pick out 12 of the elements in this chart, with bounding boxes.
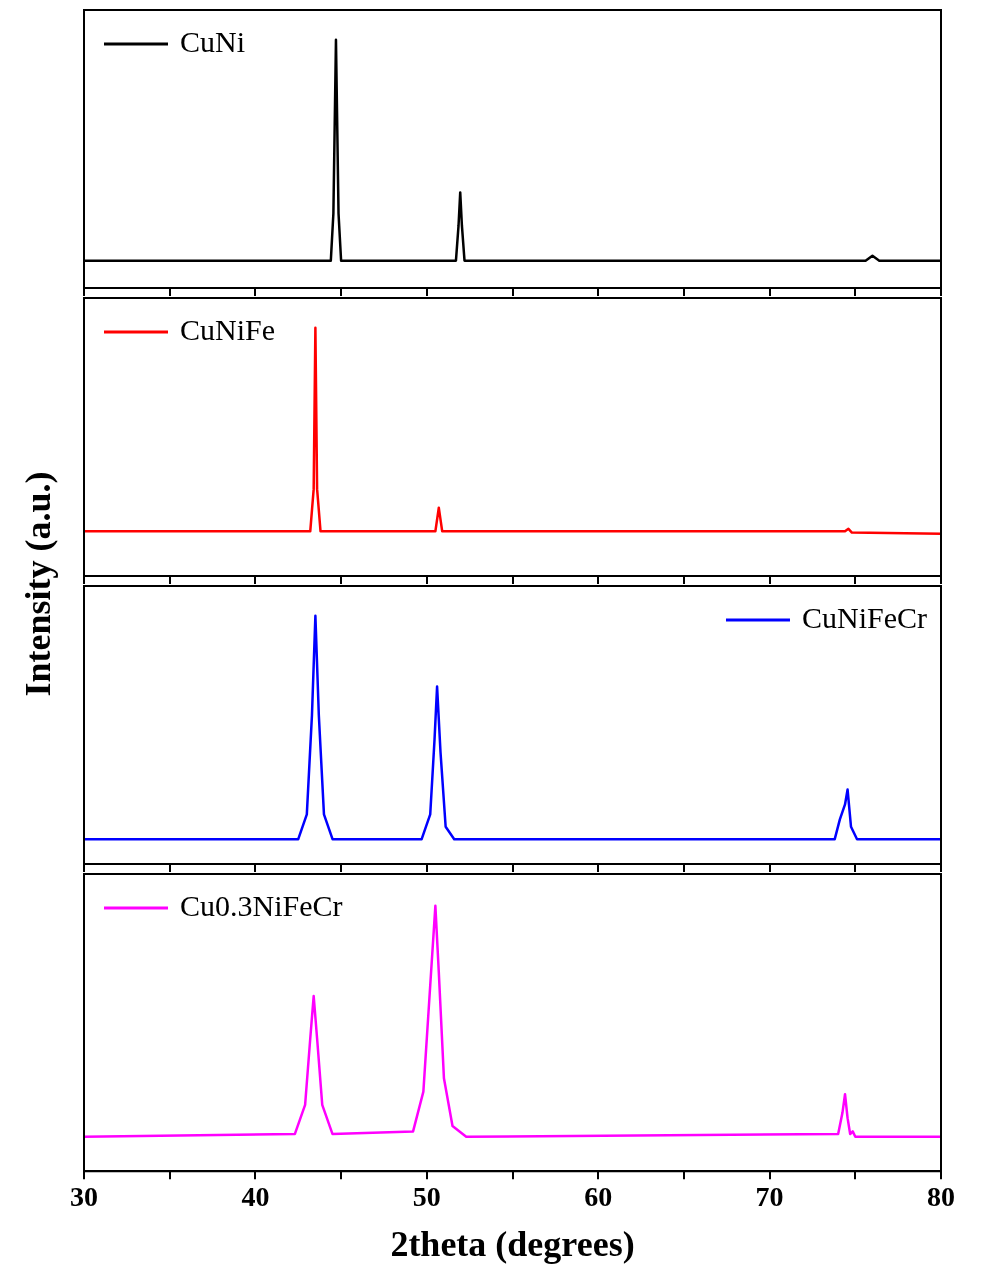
y-axis-title: Intensity (a.u.) [17,471,59,697]
legend-label: CuNi [180,24,246,58]
x-tick-label: 40 [241,1181,270,1213]
x-tick-label: 60 [584,1181,613,1213]
legend-label: CuNiFeCr [801,600,928,634]
x-tick-label: 70 [755,1181,784,1213]
x-axis-title: 2theta (degrees) [390,1223,635,1264]
legend-label: Cu0.3NiFeCr [180,888,343,922]
x-tick-label: 50 [412,1181,441,1213]
x-tick-label: 80 [927,1181,955,1213]
x-tick-label: 30 [70,1181,98,1213]
legend-label: CuNiFe [180,312,276,346]
